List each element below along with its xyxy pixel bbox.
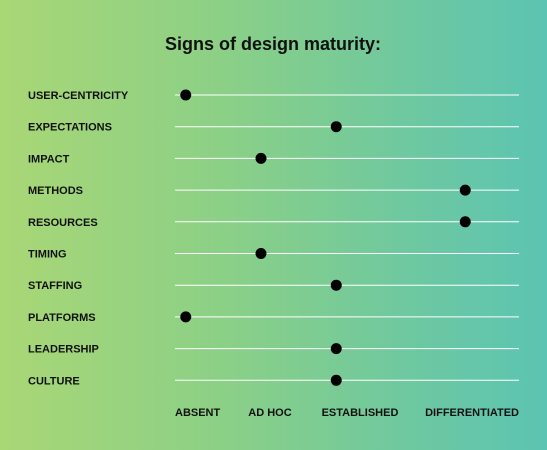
chart-rows: USER-CENTRICITY EXPECTATIONS IMPACT METHODS… [28, 89, 519, 387]
category-label: TIMING [28, 249, 67, 261]
x-axis-tick-label: ESTABLISHED [322, 407, 399, 419]
x-axis-tick-label: DIFFERENTIATED [425, 407, 519, 419]
data-point-dot [255, 248, 267, 259]
category-label: RESOURCES [28, 217, 98, 229]
data-point-dot [180, 311, 192, 323]
data-point-dot [459, 184, 471, 196]
category-label: CULTURE [28, 375, 80, 387]
category-label: STAFFING [28, 280, 82, 292]
category-label: IMPACT [28, 153, 70, 165]
category-label: USER-CENTRICITY [28, 90, 129, 102]
category-label: METHODS [28, 185, 83, 197]
x-axis-tick-label: AD HOC [248, 407, 291, 419]
category-label: LEADERSHIP [28, 344, 99, 356]
x-axis-tick-label: ABSENT [175, 407, 221, 419]
data-point-dot [180, 89, 192, 101]
x-axis-tick-labels: ABSENT AD HOC ESTABLISHED DIFFERENTIATED [175, 407, 519, 419]
data-point-dot [330, 343, 342, 355]
category-label: PLATFORMS [28, 312, 96, 324]
data-point-dot [330, 279, 342, 291]
data-point-dot [459, 216, 471, 228]
category-label: EXPECTATIONS [28, 122, 112, 134]
chart-title: Signs of design maturity: [165, 34, 381, 54]
data-point-dot [330, 374, 342, 386]
data-point-dot [330, 121, 342, 133]
data-point-dot [255, 152, 267, 164]
